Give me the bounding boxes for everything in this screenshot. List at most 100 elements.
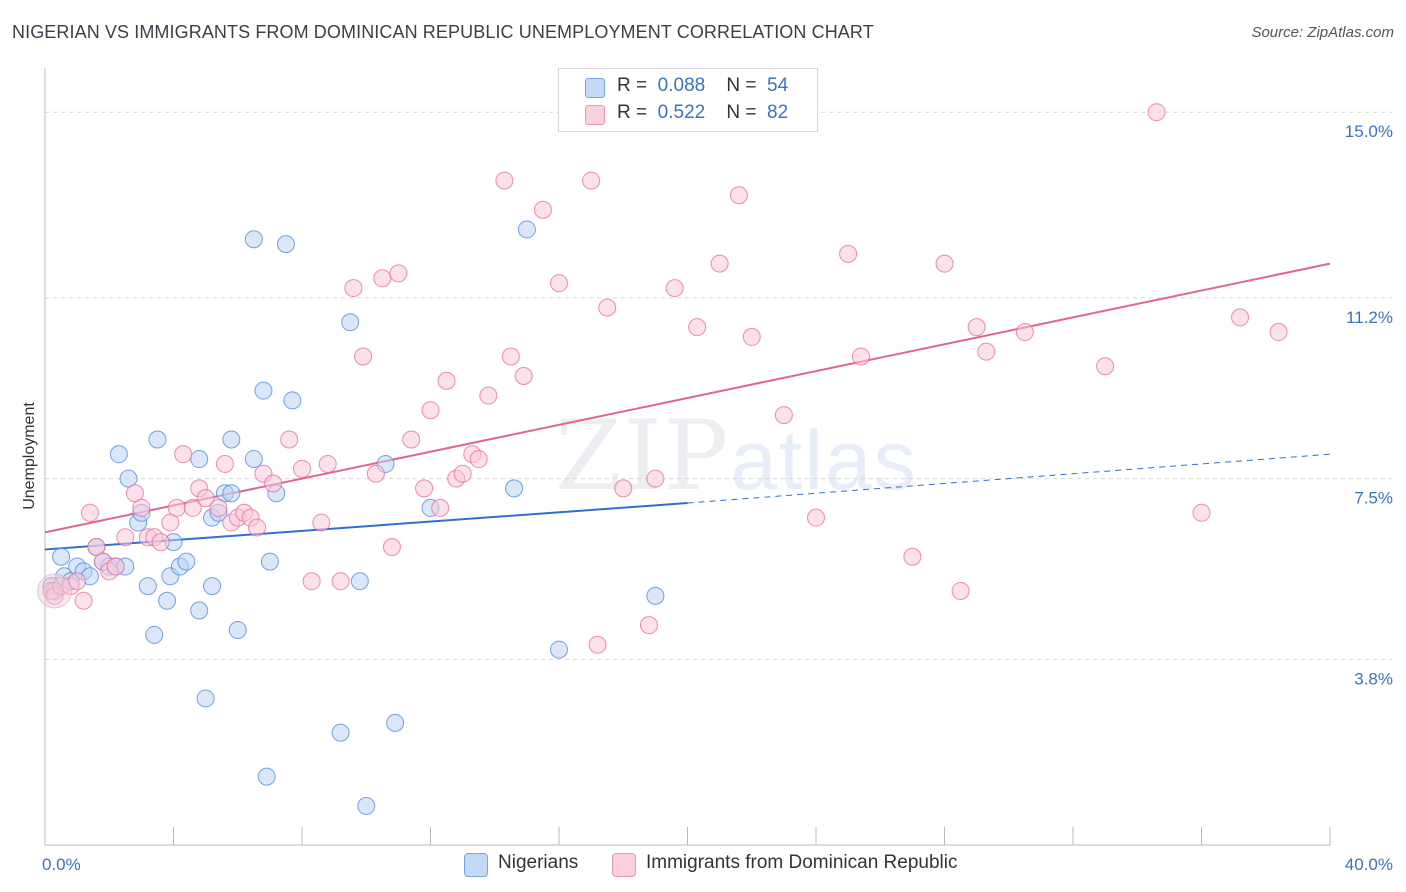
nigerian-point xyxy=(244,230,263,249)
legend-swatch-nigerians xyxy=(585,78,605,98)
dominican-point xyxy=(331,572,350,591)
nigerian-point xyxy=(244,450,263,469)
nigerian-point xyxy=(386,713,405,732)
dominican-point xyxy=(431,498,450,517)
dominican-point xyxy=(550,274,568,293)
dominican-point xyxy=(312,513,331,532)
dominican-point xyxy=(774,406,793,425)
dominican-point xyxy=(421,401,440,420)
dominican-point xyxy=(614,479,633,498)
nigerian-point xyxy=(550,640,568,659)
dominican-point xyxy=(646,469,665,488)
correlation-legend: R = 0.088 N = 54 R = 0.522 N = 82 xyxy=(558,68,818,132)
dominican-point xyxy=(839,244,858,263)
dominican-point xyxy=(293,459,311,478)
dominican-point xyxy=(1269,323,1288,342)
r-label: R = xyxy=(617,75,648,96)
nigerian-point xyxy=(190,450,209,469)
n-label: N = xyxy=(726,102,757,123)
nigerian-point xyxy=(350,572,369,591)
dominican-point xyxy=(318,454,337,473)
dominican-point xyxy=(514,367,533,386)
nigerian-point xyxy=(228,621,247,640)
dominican-point xyxy=(1192,503,1211,522)
x-tick-label: 40.0% xyxy=(1345,855,1393,874)
gridlines xyxy=(45,111,1392,660)
watermark-atlas: atlas xyxy=(730,413,918,507)
dominican-point xyxy=(588,635,607,654)
dominican-point xyxy=(106,557,125,576)
y-tick-label: 3.8% xyxy=(1354,669,1393,688)
dominican-point xyxy=(1147,103,1166,122)
nigerian-point xyxy=(109,445,128,464)
dominican-point xyxy=(951,581,970,600)
dominican-point xyxy=(344,279,363,298)
nigerian-point xyxy=(646,586,665,605)
nigerian-point xyxy=(260,552,279,571)
nigerian-point xyxy=(52,547,71,566)
dominican-point xyxy=(116,528,135,547)
nigerian-point xyxy=(276,235,295,254)
nigerian-point xyxy=(505,479,524,498)
dominican-point xyxy=(1096,357,1115,376)
dominican-point xyxy=(977,342,996,361)
dominican-point xyxy=(495,171,514,190)
dominican-point xyxy=(710,254,729,273)
y-axis-title: Unemployment xyxy=(21,402,38,510)
axes xyxy=(44,68,1331,846)
bottom-legend-swatch-nigerians xyxy=(464,853,488,877)
legend-text: R = 0.088 N = 54 xyxy=(617,75,788,97)
bottom-legend-swatch-dominican xyxy=(612,853,636,877)
dominican-point xyxy=(533,200,552,219)
dominican-point xyxy=(437,371,456,390)
dominican-point xyxy=(402,430,421,449)
dominican-point xyxy=(639,616,658,635)
dominican-point xyxy=(742,327,761,346)
nigerian-point xyxy=(177,552,196,571)
bottom-legend-label: Immigrants from Dominican Republic xyxy=(646,852,958,873)
r-value: 0.088 xyxy=(657,75,706,96)
nigerian-point xyxy=(357,796,376,815)
watermark: ZIPatlas xyxy=(555,400,918,512)
dominican-trend-line xyxy=(44,262,1331,534)
dominican-point xyxy=(167,498,186,517)
nigerian-trend-extension xyxy=(687,453,1331,504)
tick-labels: 3.8% 7.5% 11.2% 15.0% 0.0% 40.0% Unemployment xyxy=(21,122,1393,874)
dominican-point xyxy=(479,386,498,405)
y-tick-label: 15.0% xyxy=(1345,122,1393,141)
n-value: 54 xyxy=(767,75,789,96)
n-value: 82 xyxy=(767,102,789,123)
dominican-point xyxy=(1231,308,1250,327)
nigerian-point xyxy=(222,484,241,503)
y-tick-label: 11.2% xyxy=(1346,308,1393,327)
dominican-point xyxy=(215,454,234,473)
nigerian-point xyxy=(203,577,222,596)
dominican-point xyxy=(967,318,986,337)
nigerian-point xyxy=(190,601,209,620)
dominican-point xyxy=(373,269,392,288)
dominican-point xyxy=(248,518,267,537)
nigerian-point xyxy=(331,723,350,742)
nigerian-point xyxy=(254,381,273,400)
dominican-point xyxy=(80,503,99,522)
dominican-point xyxy=(807,508,825,527)
dominican-point xyxy=(415,479,434,498)
nigerian-point xyxy=(341,313,360,332)
bottom-legend-label: Nigerians xyxy=(498,852,579,873)
nigerian-point xyxy=(283,391,302,410)
dominican-point xyxy=(469,450,488,469)
dominican-point xyxy=(209,498,228,517)
chart-title: NIGERIAN VS IMMIGRANTS FROM DOMINICAN RE… xyxy=(12,22,874,42)
nigerian-point xyxy=(257,767,276,786)
dominican-point xyxy=(688,318,707,337)
legend-text: R = 0.522 N = 82 xyxy=(617,102,788,124)
nigerian-point xyxy=(517,220,536,239)
dominican-point xyxy=(354,347,373,366)
nigerian-point xyxy=(148,430,167,449)
r-value: 0.522 xyxy=(657,102,706,123)
nigerian-point xyxy=(145,625,164,644)
x-tick-label: 0.0% xyxy=(42,855,81,874)
dominican-point xyxy=(389,264,408,283)
dominican-point xyxy=(851,347,870,366)
